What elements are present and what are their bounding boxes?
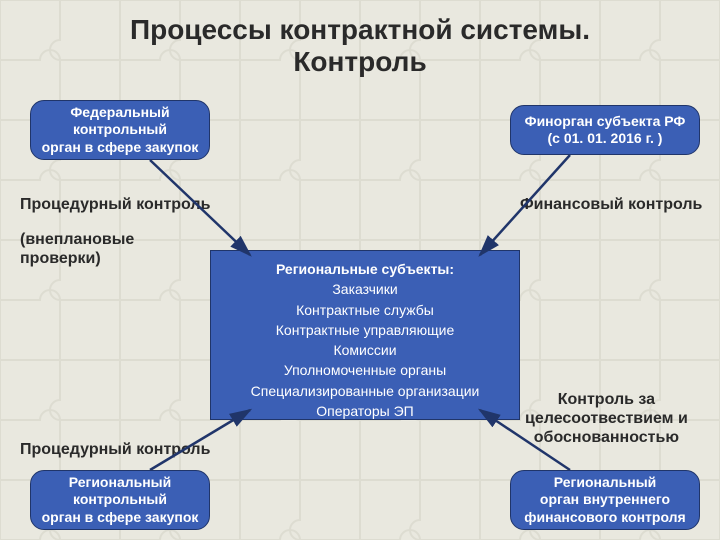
box-finbody-subject-text: Финорган субъекта РФ(с 01. 01. 2016 г. )	[525, 113, 686, 148]
center-list-item: Специализированные организации	[225, 381, 505, 401]
title-line2: Контроль	[293, 46, 426, 77]
box-federal-control-text: Федеральныйконтрольныйорган в сфере заку…	[42, 104, 199, 157]
label-procedural-2: Процедурный контроль	[20, 440, 210, 459]
box-regional-finance-control-text: Региональныйорган внутреннегофинансового…	[524, 474, 685, 527]
box-regional-finance-control: Региональныйорган внутреннегофинансового…	[510, 470, 700, 530]
box-regional-control: Региональныйконтрольныйорган в сфере зак…	[30, 470, 210, 530]
box-regional-subjects: Региональные субъекты: ЗаказчикиКонтракт…	[210, 250, 520, 420]
label-purpose: Контроль зацелесоотвествием иобоснованно…	[525, 390, 688, 448]
center-list-item: Контрактные службы	[225, 300, 505, 320]
box-finbody-subject: Финорган субъекта РФ(с 01. 01. 2016 г. )	[510, 105, 700, 155]
label-financial: Финансовый контроль	[520, 195, 702, 214]
center-header: Региональные субъекты:	[225, 259, 505, 279]
center-list-item: Операторы ЭП	[225, 401, 505, 421]
center-list-item: Контрактные управляющие	[225, 320, 505, 340]
center-list: ЗаказчикиКонтрактные службыКонтрактные у…	[225, 279, 505, 421]
box-regional-control-text: Региональныйконтрольныйорган в сфере зак…	[42, 474, 199, 527]
label-unplanned: (внеплановыепроверки)	[20, 230, 134, 268]
box-federal-control: Федеральныйконтрольныйорган в сфере заку…	[30, 100, 210, 160]
slide-title: Процессы контрактной системы. Контроль	[0, 0, 720, 78]
center-list-item: Комиссии	[225, 340, 505, 360]
center-list-item: Уполномоченные органы	[225, 360, 505, 380]
label-procedural-1: Процедурный контроль	[20, 195, 210, 214]
center-list-item: Заказчики	[225, 279, 505, 299]
title-line1: Процессы контрактной системы.	[130, 14, 590, 45]
